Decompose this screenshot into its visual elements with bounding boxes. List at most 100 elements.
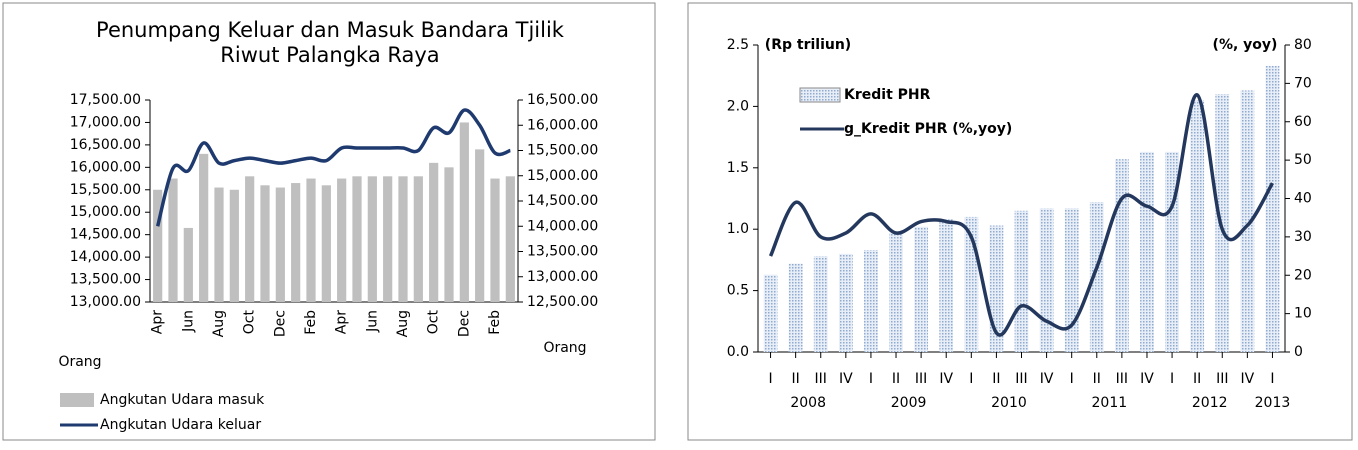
bar [505, 176, 515, 302]
y-tick-label: 14,500.00 [70, 227, 141, 243]
bar [1165, 151, 1179, 352]
x-tick-label: I [969, 371, 973, 387]
y2-tick-label: 14,000.00 [527, 218, 598, 234]
y-tick-label: 0.0 [727, 344, 749, 360]
bar [383, 176, 393, 302]
x-tick-label: Dec [272, 310, 288, 337]
y2-tick-label: 12,500.00 [527, 294, 598, 310]
x-tick-label: Oct [426, 310, 442, 335]
frame [687, 2, 1353, 441]
bar [813, 256, 828, 352]
bar [321, 185, 331, 302]
year-label: 2011 [1092, 395, 1128, 411]
bar [788, 263, 803, 352]
y2-tick-label: 16,000.00 [527, 117, 598, 133]
bar [352, 176, 362, 302]
y2-tick-label: 13,000.00 [527, 269, 598, 285]
y-tick-label: 13,000.00 [70, 294, 141, 310]
legend-swatch [799, 87, 841, 103]
bar [337, 178, 347, 302]
year-label: 2013 [1255, 395, 1291, 411]
y2-axis-label: Orang [543, 340, 586, 356]
x-tick-label: III [915, 371, 927, 387]
y-axis-label: Orang [58, 354, 101, 370]
bar [1089, 202, 1104, 352]
y2-tick-label: 30 [1294, 229, 1312, 245]
bar [214, 187, 224, 302]
bar [889, 232, 903, 352]
legend-label: Kredit PHR [844, 87, 931, 103]
bar [475, 149, 485, 302]
x-tick-label: Jun [364, 310, 380, 333]
x-tick-label: Feb [303, 310, 319, 335]
x-tick-label: Feb [487, 310, 503, 335]
x-tick-label: I [768, 371, 772, 387]
year-label: 2009 [891, 395, 927, 411]
x-tick-label: IV [1140, 371, 1154, 387]
bar [398, 176, 408, 302]
x-tick-label: IV [939, 371, 953, 387]
line [768, 93, 1274, 337]
bar [306, 178, 316, 302]
bar [291, 183, 301, 302]
y-tick-label: 16,500.00 [70, 137, 141, 153]
y2-tick-label: 10 [1294, 306, 1312, 322]
x-tick-label: Aug [395, 310, 411, 337]
x-tick-label: III [815, 371, 827, 387]
year-label: 2012 [1192, 395, 1228, 411]
x-tick-label: Aug [211, 310, 227, 337]
x-tick-label: II [1093, 371, 1101, 387]
x-tick-label: Apr [334, 310, 350, 334]
bar [1140, 151, 1154, 352]
y-tick-label: 14,000.00 [70, 249, 141, 265]
legend-label: Angkutan Udara keluar [100, 417, 261, 433]
bar [199, 153, 209, 302]
x-tick-label: I [1070, 371, 1074, 387]
y-tick-label: 2.0 [727, 98, 749, 114]
y-tick-label: 2.5 [727, 37, 749, 53]
y-tick-label: 15,000.00 [70, 204, 141, 220]
bar [367, 176, 377, 302]
y-tick-label: 17,000.00 [70, 114, 141, 130]
bar [275, 187, 285, 302]
y-axis-label: (Rp triliun) [765, 37, 851, 53]
bar [1114, 159, 1129, 352]
bar [260, 185, 270, 302]
x-tick-label: Apr [150, 310, 166, 334]
bar [429, 162, 439, 302]
bar [1265, 65, 1280, 352]
bar [1240, 90, 1255, 352]
y2-tick-label: 50 [1294, 152, 1312, 168]
y-tick-label: 13,500.00 [70, 272, 141, 288]
bar [229, 189, 239, 302]
y2-tick-label: 13,500.00 [527, 244, 598, 260]
x-tick-label: Jun [180, 310, 196, 333]
bar [153, 189, 163, 302]
x-tick-label: II [792, 371, 800, 387]
bar [444, 167, 454, 302]
x-tick-label: I [1170, 371, 1174, 387]
y2-axis-label: (%, yoy) [1213, 37, 1278, 53]
x-tick-label: IV [839, 371, 853, 387]
x-tick-label: II [892, 371, 900, 387]
y-tick-label: 0.5 [727, 283, 749, 299]
x-tick-label: IV [1040, 371, 1054, 387]
bar [1190, 100, 1205, 352]
x-tick-label: II [1193, 371, 1201, 387]
y2-tick-label: 15,000.00 [527, 168, 598, 184]
bar [939, 219, 954, 352]
bar [914, 226, 929, 352]
legend-label: g_Kredit PHR (%,yoy) [844, 121, 1012, 137]
x-tick-label: I [869, 371, 873, 387]
bar [1039, 208, 1054, 352]
x-tick-label: Dec [456, 310, 472, 337]
y2-tick-label: 20 [1294, 267, 1312, 283]
y2-tick-label: 80 [1294, 37, 1312, 53]
y2-tick-label: 40 [1294, 191, 1312, 207]
bar [1014, 210, 1029, 352]
bar [183, 227, 193, 302]
x-tick-label: III [1015, 371, 1027, 387]
y2-tick-label: 15,500.00 [527, 143, 598, 159]
bar [245, 176, 255, 302]
